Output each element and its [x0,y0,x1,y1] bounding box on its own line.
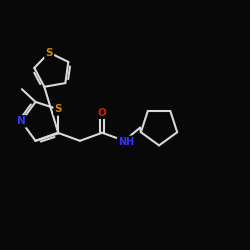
Text: S: S [45,48,53,58]
Text: N: N [17,116,26,126]
Text: O: O [98,108,106,118]
Text: S: S [54,104,62,114]
Text: NH: NH [118,137,134,147]
